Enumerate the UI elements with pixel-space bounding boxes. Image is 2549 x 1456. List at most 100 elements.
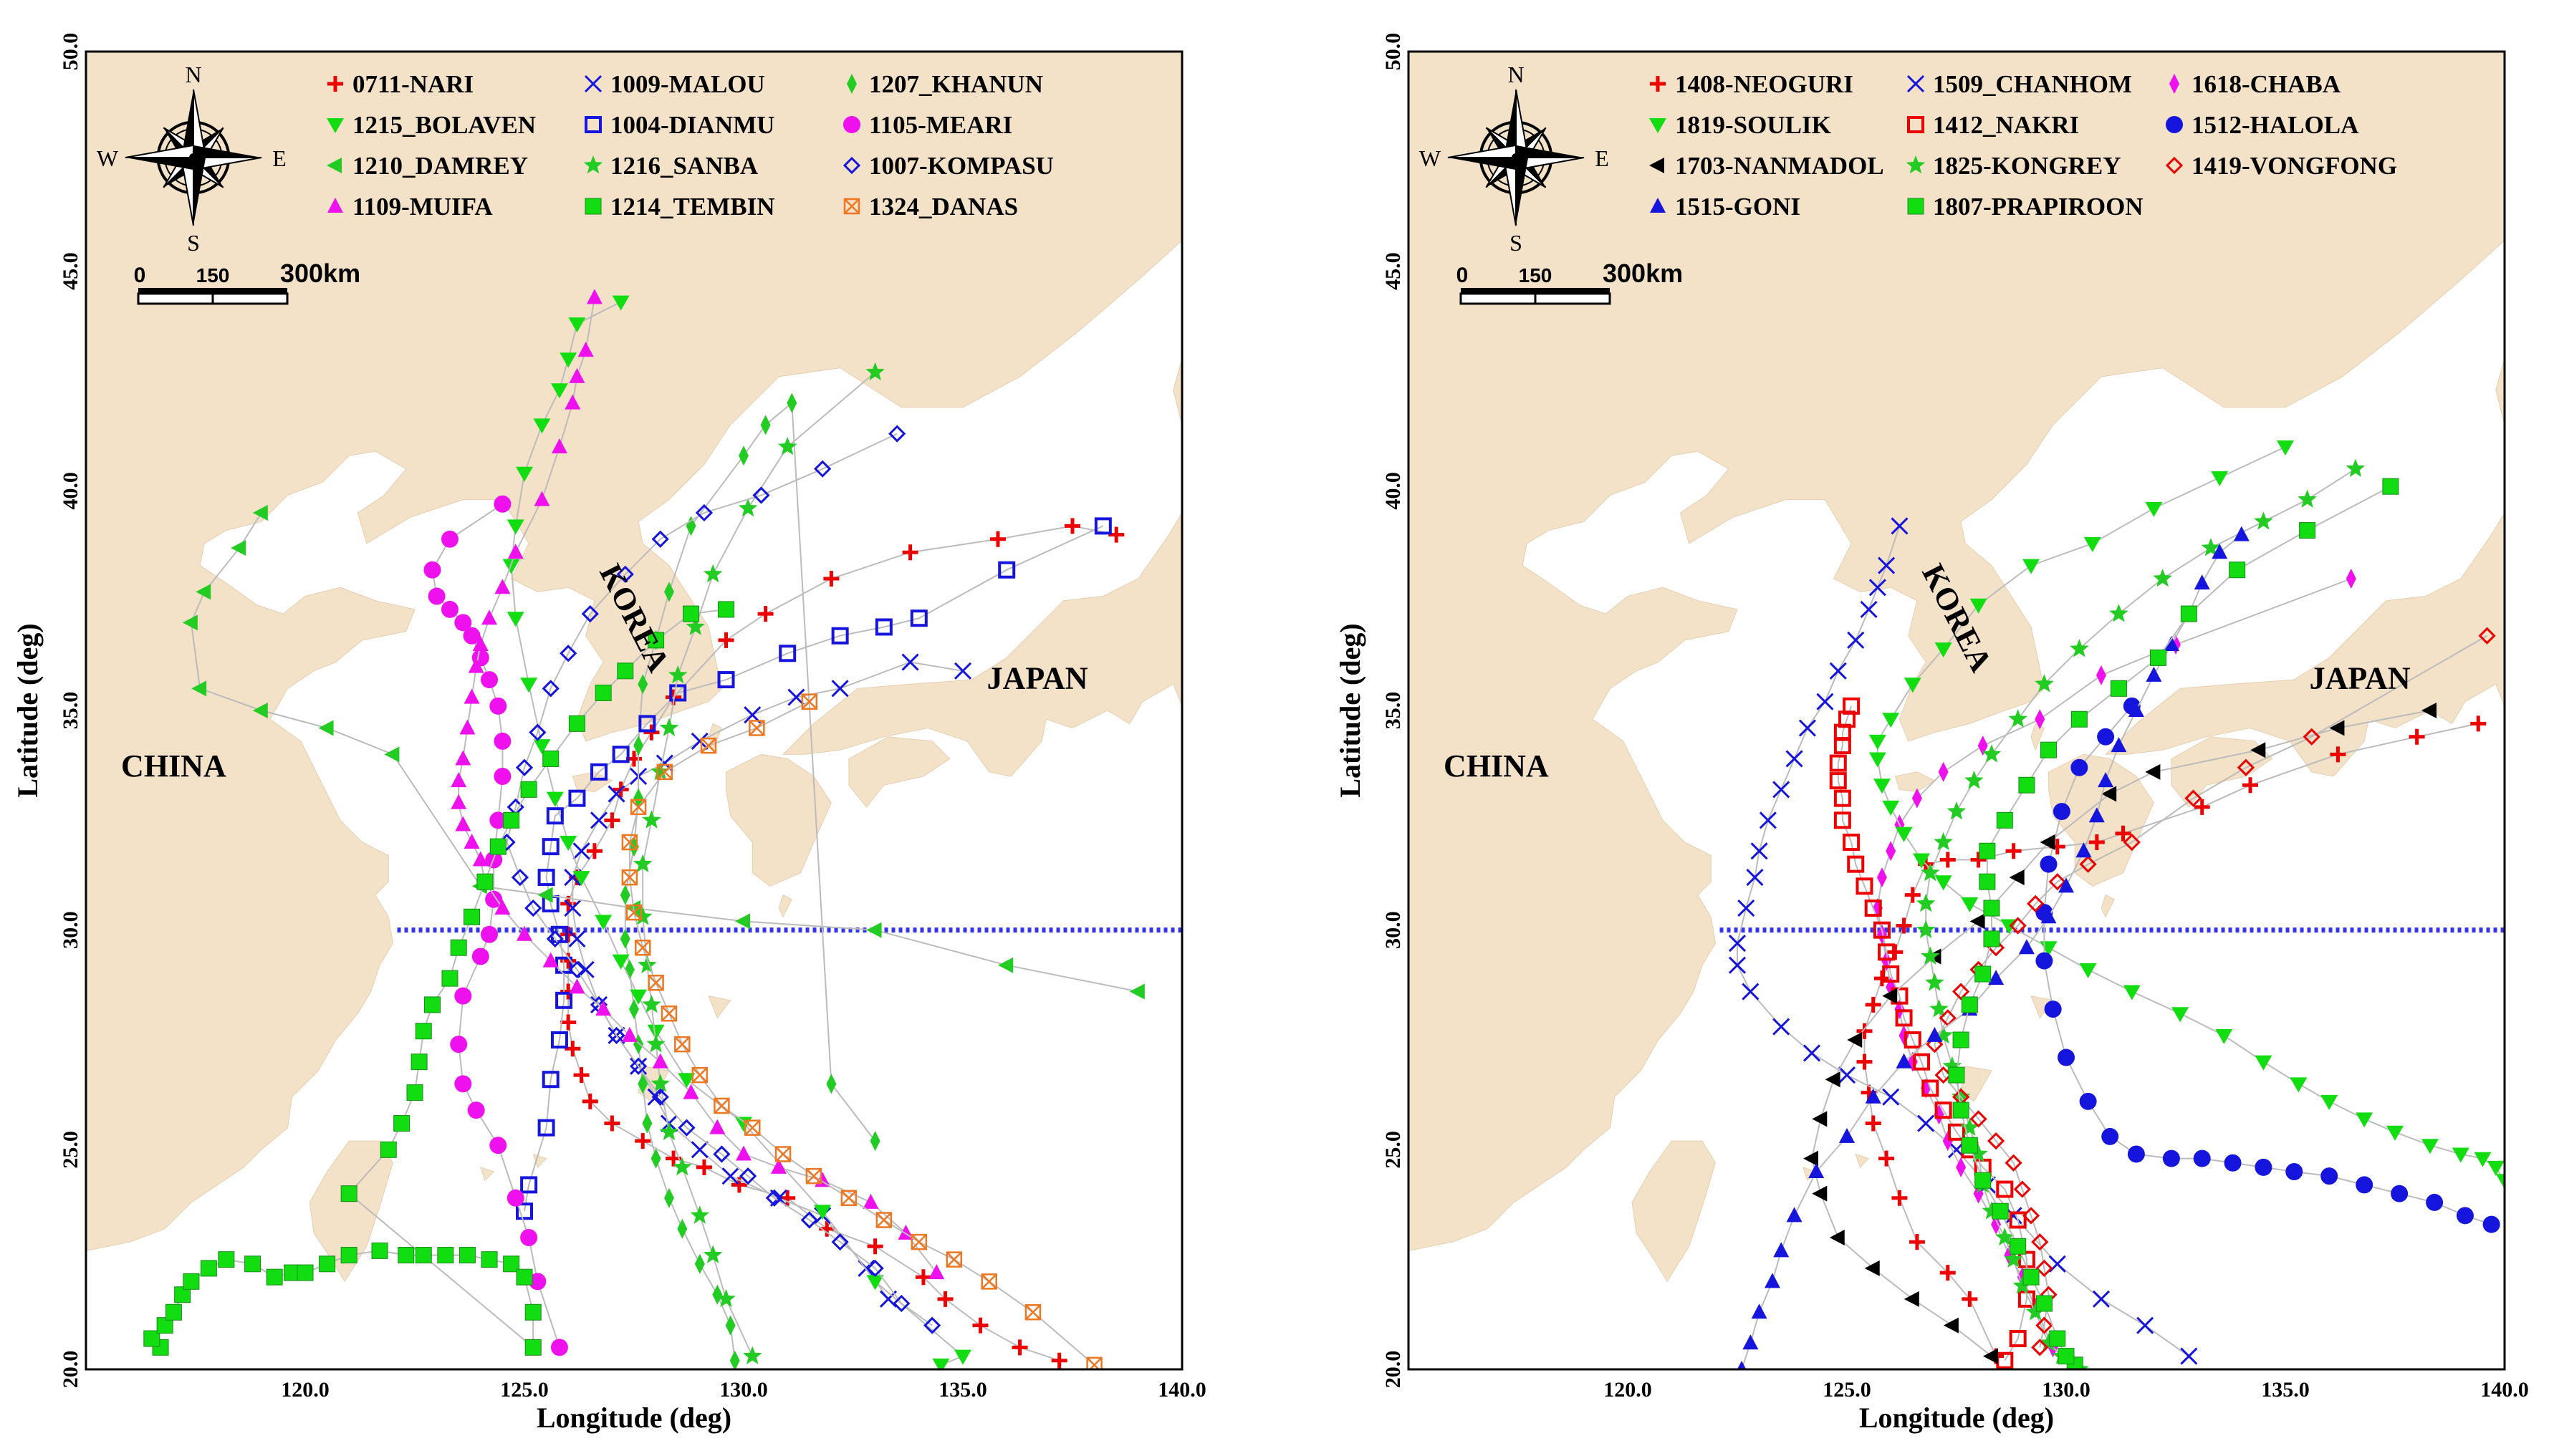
legend-item: 1210_DAMREY [327, 152, 528, 180]
track-point [2162, 1149, 2180, 1167]
track-point [742, 1346, 762, 1364]
track-point [551, 438, 567, 453]
track-point [770, 1158, 787, 1174]
legend-label: 1007-KOMPASU [869, 152, 1054, 180]
x-tick-label: 135.0 [939, 1378, 987, 1402]
legend-item: 1509_CHANHOM [1906, 70, 2132, 98]
track-line [506, 433, 933, 1326]
track-point [196, 584, 211, 600]
track-point [2079, 855, 2097, 873]
track-point [668, 665, 688, 684]
track-point [703, 1245, 723, 1263]
track-point [568, 960, 586, 978]
track-point [2110, 680, 2127, 697]
track-point [2035, 709, 2045, 730]
track-point [678, 1119, 696, 1137]
track-point [464, 834, 480, 849]
y-tick-label: 45.0 [1381, 252, 1405, 290]
track-point [266, 1268, 283, 1286]
track-point [2097, 728, 2115, 746]
track-point [2035, 952, 2053, 970]
track-point [989, 531, 1006, 547]
track-point [1916, 920, 1936, 938]
legend-label: 1807-PRAPIROON [1933, 193, 2144, 221]
track-point [617, 662, 634, 680]
track-point [437, 1247, 454, 1264]
track-point [669, 684, 687, 702]
track-point [459, 719, 476, 735]
y-axis-label: Latitude (deg) [11, 623, 44, 797]
land-tsushima [2030, 723, 2045, 751]
track-point [297, 1264, 314, 1281]
track-point [800, 1211, 818, 1229]
legend-item: 1807-PRAPIROON [1907, 193, 2144, 221]
track-point [533, 418, 551, 434]
legend-marker [583, 155, 603, 174]
track-point [739, 1167, 757, 1185]
track-point [1987, 1132, 2005, 1150]
y-axis-ticks: 20.0 25.0 30.0 35.0 40.0 45.0 50.0 [1381, 33, 1405, 1389]
scale-bar: 0 150 300km [134, 259, 360, 305]
track-point [638, 955, 657, 974]
track-point [494, 768, 512, 785]
track-point [1856, 1054, 1873, 1070]
track-point [1856, 1023, 1873, 1039]
track-point [471, 948, 489, 965]
track-point [1882, 713, 1900, 728]
track-point [1785, 750, 1803, 768]
track-point [695, 503, 714, 522]
track-point [2048, 1255, 2066, 1273]
track-point [1865, 1088, 1881, 1104]
track-point [2146, 666, 2162, 682]
track-point [1952, 1101, 1969, 1119]
track-point [2298, 489, 2317, 508]
track-point [568, 715, 585, 732]
track-point [2083, 536, 2101, 552]
track-point [2009, 1330, 2027, 1348]
track-point [2386, 1125, 2404, 1141]
plot-frame [85, 50, 1184, 1371]
track-point [1948, 1066, 1965, 1084]
track-point [2008, 709, 2027, 728]
track-point [1860, 600, 1878, 618]
land-honshu [2104, 512, 2505, 777]
track-point [642, 1113, 653, 1134]
track-point [677, 1218, 688, 1239]
track-point [550, 1031, 568, 1048]
series-1324_DANAS [621, 693, 1103, 1369]
series-1004-DIANMU [516, 517, 1112, 1220]
track-point [2153, 569, 2172, 587]
scale-label-0: 0 [1456, 264, 1469, 287]
track-point [1829, 662, 1847, 680]
track-point [814, 1205, 832, 1220]
track-point [441, 970, 459, 987]
track-point [716, 1288, 736, 1308]
scale-label-0: 0 [134, 264, 146, 287]
track-point [1833, 789, 1851, 807]
legend-label: 1324_DANAS [869, 193, 1018, 221]
track-point [998, 561, 1016, 579]
geo-label-1: JAPAN [2310, 660, 2411, 695]
track-point [736, 1145, 752, 1161]
land-hokkaido [2495, 359, 2505, 425]
x-tick-label: 130.0 [2042, 1378, 2090, 1402]
track-point [1825, 1071, 1840, 1088]
x-tick-label: 140.0 [2480, 1378, 2529, 1402]
track-point [2009, 917, 2027, 935]
track-point [1868, 734, 1886, 750]
track-point [2070, 758, 2088, 776]
track-point [713, 1145, 731, 1163]
track-point [757, 606, 774, 622]
track-point [686, 617, 705, 635]
track-point [2053, 803, 2070, 821]
legend-marker [1906, 155, 1926, 174]
track-point [481, 925, 499, 943]
track-point [2111, 737, 2127, 753]
track-point [564, 899, 582, 917]
track-point [866, 1259, 884, 1278]
track-point [1913, 853, 1931, 869]
track-point [1921, 946, 1940, 965]
track-point [529, 723, 547, 741]
legend-label: 1215_BOLAVEN [352, 111, 536, 139]
y-tick-label: 30.0 [59, 911, 82, 949]
